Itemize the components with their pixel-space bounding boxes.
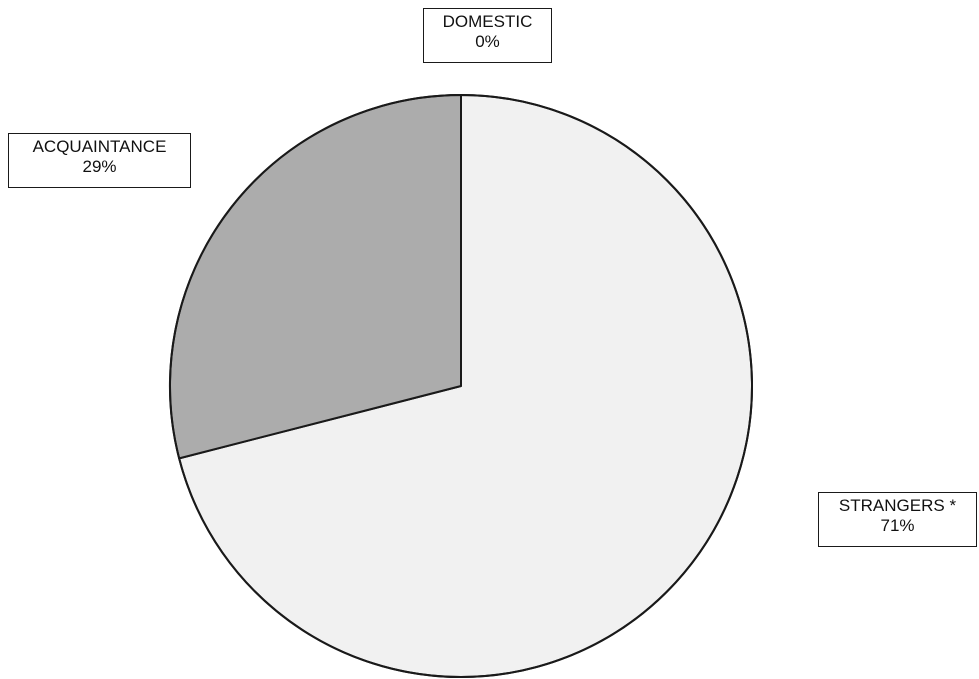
slice-label-acquaintance: ACQUAINTANCE 29%: [8, 133, 191, 188]
pie-outline: [169, 94, 753, 678]
slice-label-strangers-percent: 71%: [880, 516, 915, 535]
slice-label-domestic-name: DOMESTIC: [442, 12, 533, 31]
slice-label-acquaintance-name: ACQUAINTANCE: [32, 137, 167, 156]
slice-label-domestic-percent: 0%: [475, 32, 500, 51]
slice-label-strangers-name: STRANGERS *: [838, 496, 957, 515]
slice-label-strangers: STRANGERS * 71%: [818, 492, 977, 547]
slice-label-domestic: DOMESTIC 0%: [423, 8, 552, 63]
slice-label-acquaintance-percent: 29%: [82, 157, 117, 176]
